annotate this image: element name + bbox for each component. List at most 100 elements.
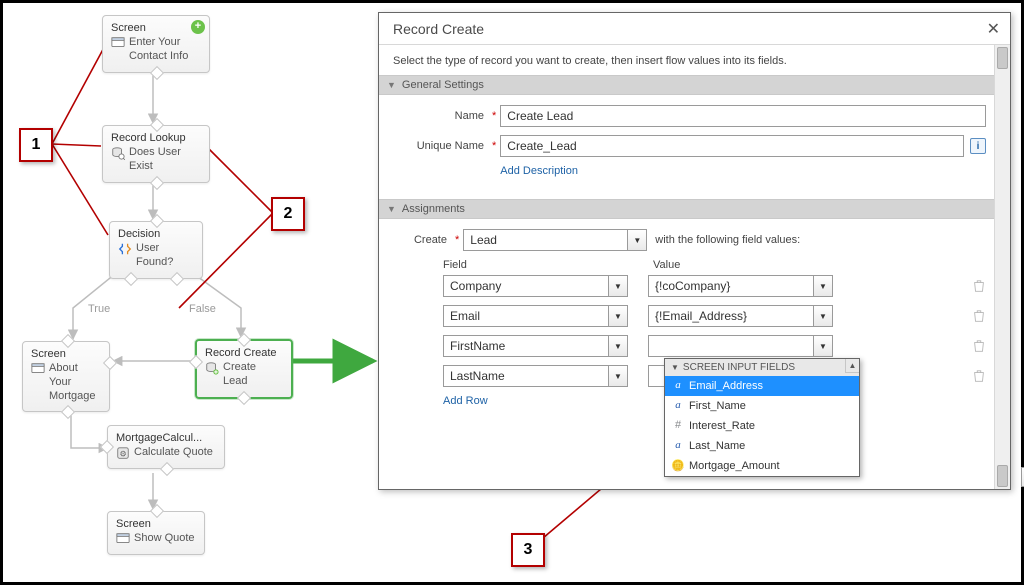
node-screen-contact[interactable]: + Screen Enter Your Contact Info [102,15,210,73]
value-select[interactable]: ▼ [648,335,833,357]
chevron-down-icon[interactable]: ▼ [813,335,833,357]
chevron-down-icon[interactable]: ▼ [608,335,628,357]
option-label: First_Name [689,400,746,412]
trash-icon[interactable] [972,369,986,383]
node-record-lookup[interactable]: Record Lookup Does User Exist [102,125,210,183]
value-input[interactable] [648,305,833,327]
field-input[interactable] [443,365,628,387]
field-select[interactable]: ▼ [443,275,628,297]
trash-icon[interactable] [972,339,986,353]
svg-text:⚙: ⚙ [119,450,126,459]
create-object-select[interactable]: ▼ [463,229,647,251]
chevron-down-icon: ▼ [671,363,679,372]
node-title: Record Lookup [111,132,201,144]
scroll-down-icon[interactable] [997,465,1008,487]
dropdown-option[interactable]: a First_Name [665,396,859,416]
field-input[interactable] [443,305,628,327]
node-apex-calc[interactable]: MortgageCalcul... ⚙ Calculate Quote [107,425,225,469]
col-field-header: Field [443,259,633,271]
section-label: Assignments [402,203,465,215]
info-icon[interactable]: i [970,138,986,154]
node-subtitle: Show Quote [134,532,195,546]
section-assignments-header[interactable]: ▼ Assignments [379,199,1010,219]
chevron-down-icon[interactable]: ▼ [813,275,833,297]
screen-icon [116,532,130,546]
node-subtitle: Enter Your Contact Info [129,36,201,64]
dropdown-option[interactable]: # Interest_Rate [665,416,859,436]
field-input[interactable] [443,275,628,297]
dropdown-option[interactable]: a Last_Name [665,436,859,456]
node-record-create[interactable]: Record Create Create Lead [195,339,293,399]
section-label: General Settings [402,79,484,91]
scroll-up-icon[interactable]: ▲ [845,359,859,373]
with-text: with the following field values: [655,234,800,246]
currency-field-icon: 🪙 [671,459,685,473]
node-subtitle: User Found? [136,242,194,270]
edge-label-false: False [189,303,216,315]
edge-label-true: True [88,303,110,315]
text-field-icon: a [671,399,685,413]
section-general-header[interactable]: ▼ General Settings [379,75,1010,95]
dialog-intro: Select the type of record you want to cr… [379,45,1010,75]
unique-name-input[interactable] [500,135,964,157]
scroll-up-icon[interactable] [997,47,1008,69]
value-select[interactable]: ▼ [648,305,833,327]
dialog-title: Record Create [393,21,484,37]
field-input[interactable] [443,335,628,357]
node-screen-mortgage[interactable]: Screen About Your Mortgage [22,341,110,412]
decision-icon [118,242,132,256]
create-object-input[interactable] [463,229,647,251]
node-subtitle: Calculate Quote [134,446,213,460]
dialog-scrollbar[interactable] [994,45,1010,489]
assignment-row: ▼ ▼ [443,305,986,327]
name-input[interactable] [500,105,986,127]
value-input[interactable] [648,275,833,297]
assignment-row: ▼ ▼ [443,335,986,357]
node-screen-quote[interactable]: Screen Show Quote [107,511,205,555]
trash-icon[interactable] [972,279,986,293]
node-decision[interactable]: Decision User Found? [109,221,203,279]
add-description-link[interactable]: Add Description [500,165,578,177]
screen-icon [31,362,45,376]
callout-2: 2 [271,197,305,231]
chevron-down-icon: ▼ [387,204,396,214]
col-value-header: Value [653,259,680,271]
field-select[interactable]: ▼ [443,305,628,327]
plus-icon: + [191,20,205,34]
required-icon: * [451,234,463,246]
value-input[interactable] [648,335,833,357]
text-field-icon: a [671,439,685,453]
apex-icon: ⚙ [116,446,130,460]
node-subtitle: About Your Mortgage [49,362,101,403]
node-subtitle: Create Lead [223,361,283,389]
node-title: Decision [118,228,194,240]
close-icon[interactable]: ✕ [987,19,1000,39]
option-label: Email_Address [689,380,763,392]
value-select[interactable]: ▼ [648,275,833,297]
dropdown-option[interactable]: a Email_Address [665,376,859,396]
node-title: MortgageCalcul... [116,432,216,444]
screen-icon [111,36,125,50]
chevron-down-icon: ▼ [387,80,396,90]
number-field-icon: # [671,419,685,433]
required-icon: * [488,140,500,152]
chevron-down-icon[interactable]: ▼ [627,229,647,251]
field-select[interactable]: ▼ [443,335,628,357]
unique-name-label: Unique Name [393,140,488,152]
section-general-body: Name * Unique Name * i * Add Description [379,95,1010,199]
option-label: Mortgage_Amount [689,460,780,472]
chevron-down-icon[interactable]: ▼ [608,275,628,297]
chevron-down-icon[interactable]: ▼ [813,305,833,327]
callout-1: 1 [19,128,53,162]
required-icon: * [488,110,500,122]
add-row-link[interactable]: Add Row [443,395,488,407]
node-title: Screen [116,518,196,530]
dropdown-option[interactable]: 🪙 Mortgage_Amount [665,456,859,476]
field-select[interactable]: ▼ [443,365,628,387]
dropdown-group-label: SCREEN INPUT FIELDS [683,362,795,373]
node-title: Screen [31,348,101,360]
node-subtitle: Does User Exist [129,146,201,174]
chevron-down-icon[interactable]: ▼ [608,365,628,387]
chevron-down-icon[interactable]: ▼ [608,305,628,327]
trash-icon[interactable] [972,309,986,323]
